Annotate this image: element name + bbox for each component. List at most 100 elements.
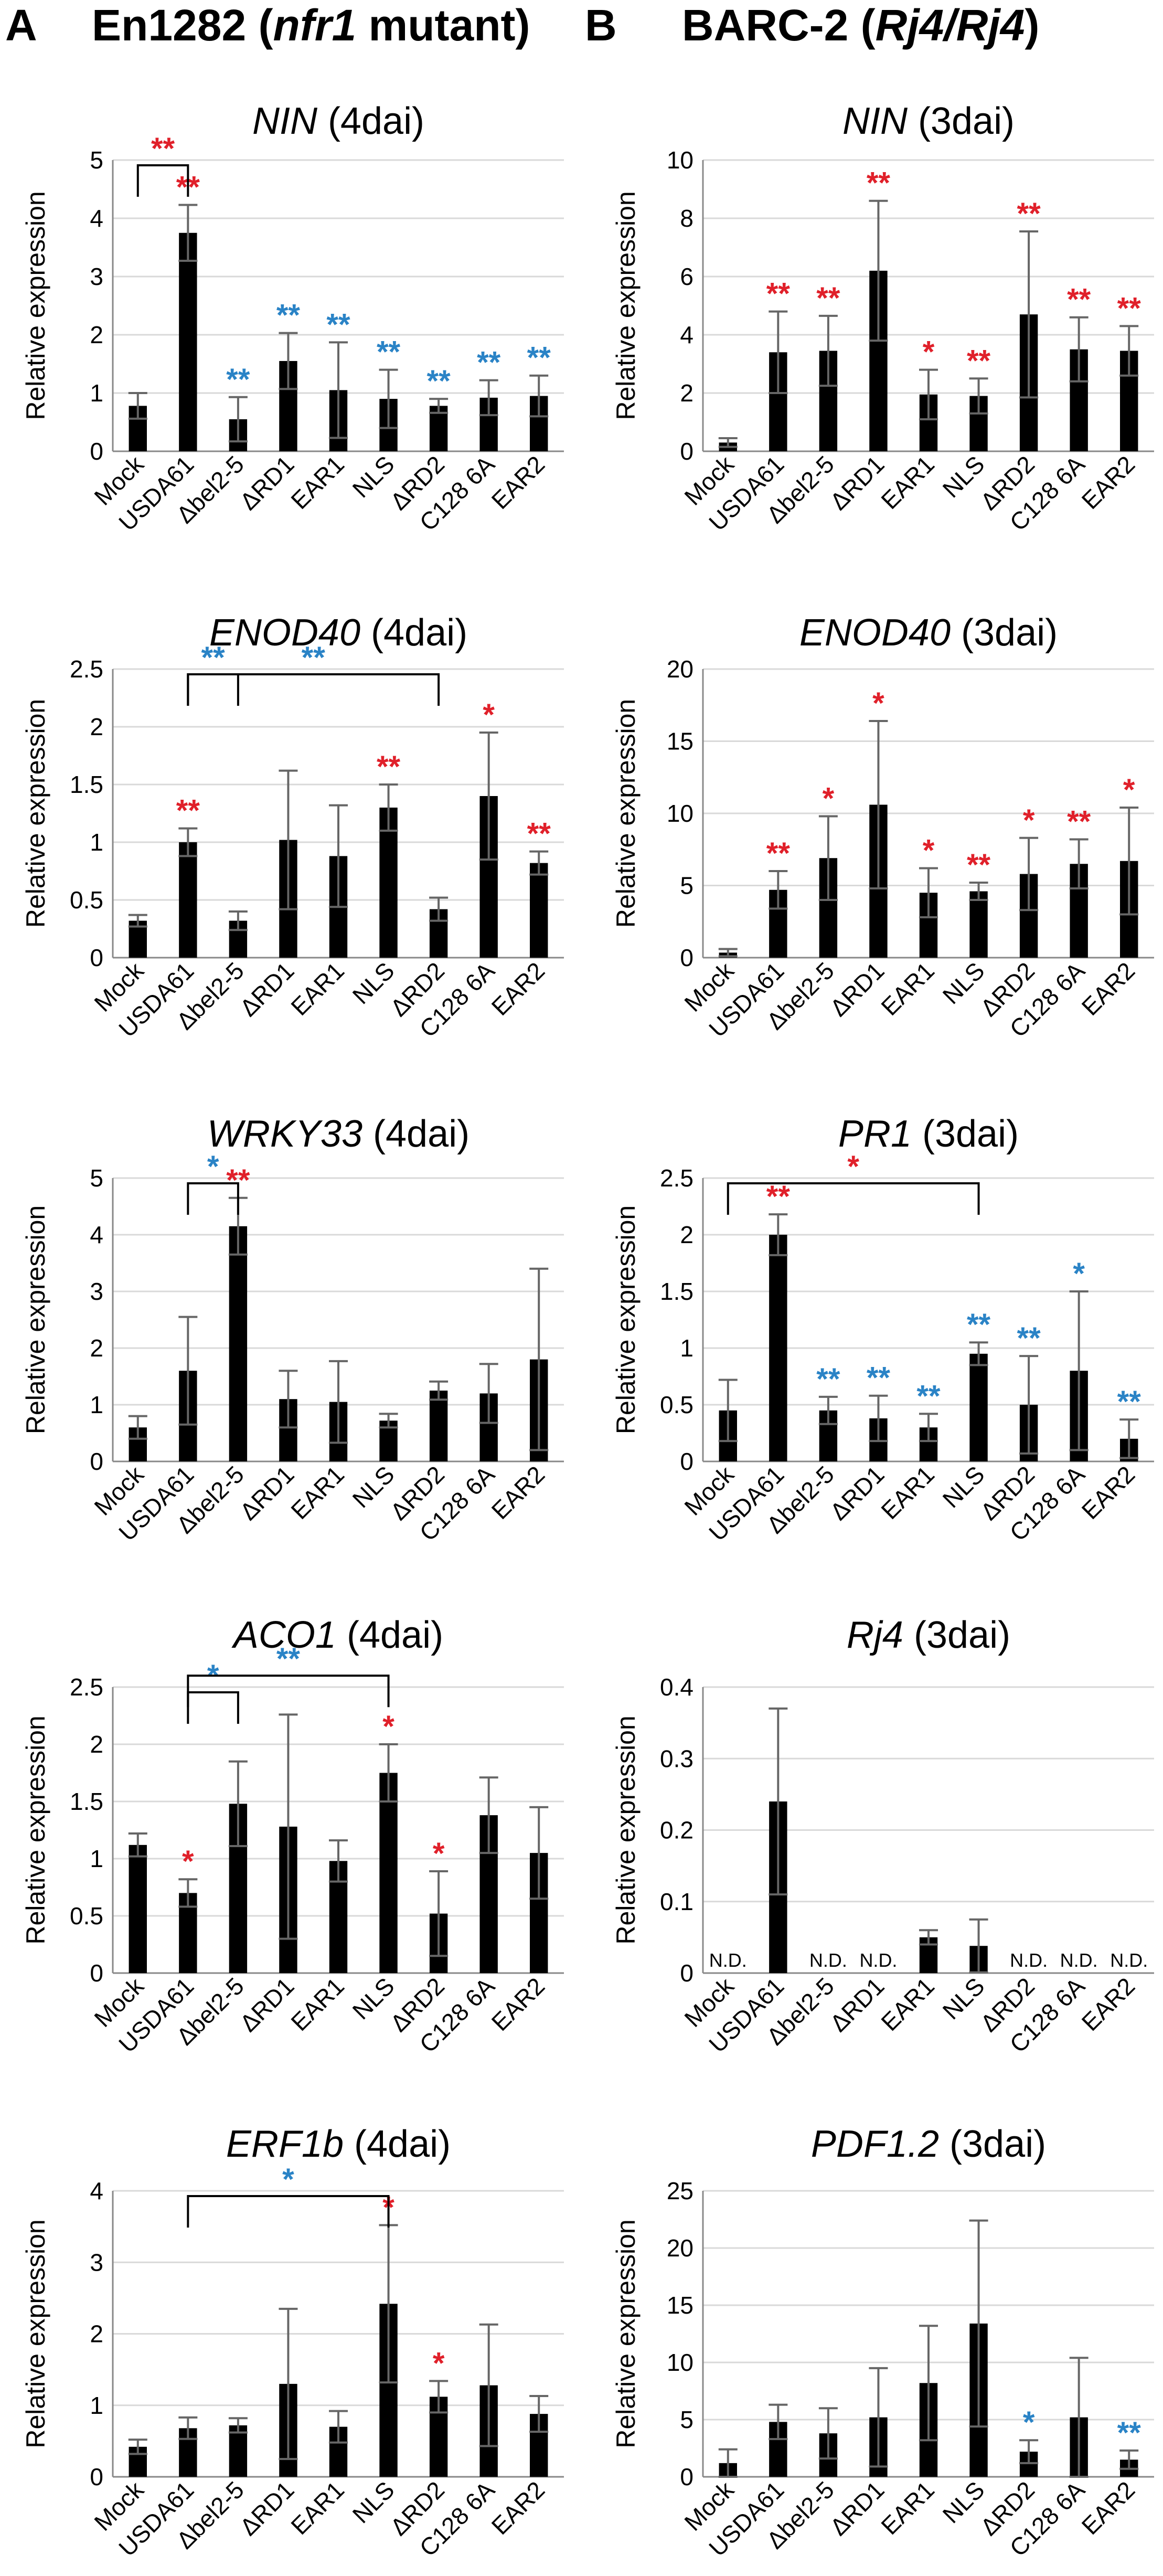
chart-b4: Rj4 (3dai) 0 0.1 0.2 0.3 0.4 Relative expressi… [611,1614,1154,2058]
x-tick-label: EAR2 [1076,957,1140,1021]
nd-label: N.D. [1010,1949,1048,1971]
x-tick-label: EAR2 [486,2476,550,2540]
significance-mark: * [1123,773,1135,807]
chart-title-condition: (3dai) [908,100,1015,142]
y-tick-label: 2 [90,713,103,740]
y-tick-label: 15 [667,728,693,755]
y-axis-label: Relative expression [611,1205,641,1434]
y-tick-label: 3 [90,263,103,290]
y-tick-label: 2 [90,2320,103,2348]
significance-mark: ** [967,848,991,882]
y-tick-label: 1 [90,829,103,856]
y-tick-label: 2.5 [70,1673,103,1701]
y-tick-label: 1 [90,379,103,407]
x-tick-label: EAR2 [1076,1972,1140,2036]
x-tick-label: ΔRD1 [234,2476,300,2541]
y-tick-label: 4 [90,2177,103,2204]
significance-mark: * [433,2346,445,2380]
x-tick-label: ΔRD1 [234,1460,300,1525]
x-tick-label: EAR1 [285,957,349,1021]
comparison-bracket [727,1182,980,1215]
significance-mark: * [1023,803,1035,838]
y-tick-label: 3 [90,1278,103,1305]
chart-title-gene: PDF1.2 [811,2123,939,2165]
y-tick-label: 5 [90,146,103,174]
y-tick-label: 4 [680,321,693,348]
chart-title-gene: ENOD40 [209,612,360,654]
panel-a-letter: A [5,1,37,50]
y-tick-label: 10 [667,2349,693,2376]
significance-mark: ** [226,363,250,397]
x-tick-label: EAR2 [486,1460,550,1524]
chart-title-condition: (3dai) [912,1113,1019,1155]
significance-mark: ** [916,1379,941,1413]
significance-mark: ** [1017,1321,1041,1355]
bracket-significance: ** [276,1642,301,1676]
nd-label: N.D. [859,1949,897,1971]
comparison-bracket [187,1674,390,1708]
panel-b-title: BARC-2 (Rj4/Rj4) [682,1,1040,50]
significance-mark: ** [766,277,791,311]
chart-title-gene: ACO1 [231,1614,336,1656]
y-tick-label: 0.4 [660,1673,693,1701]
x-tick-label: ΔRD1 [234,957,300,1022]
chart-title-condition: (4dai) [336,1614,443,1656]
chart-title: ENOD40 (3dai) [799,612,1058,654]
chart-title-gene: Rj4 [847,1614,903,1656]
significance-mark: ** [527,341,551,375]
y-tick-label: 5 [90,1164,103,1192]
nd-label: N.D. [1060,1949,1098,1971]
x-tick-label: EAR1 [876,450,940,514]
chart-title: NIN (3dai) [842,100,1015,142]
y-tick-label: 0 [680,2463,693,2490]
nd-label: N.D. [1110,1949,1148,1971]
significance-mark: ** [766,1180,791,1214]
y-tick-label: 0.3 [660,1745,693,1772]
bar [379,808,398,958]
x-tick-label: EAR2 [1076,1460,1140,1524]
bracket-significance: * [282,2162,294,2197]
y-tick-label: 10 [667,800,693,827]
y-tick-label: 4 [90,205,103,232]
comparison-bracket [187,2195,390,2228]
y-tick-label: 8 [680,205,693,232]
chart-title: Rj4 (3dai) [847,1614,1010,1656]
y-tick-label: 5 [680,2406,693,2433]
significance-mark: ** [377,750,401,784]
bar [969,891,988,958]
y-tick-label: 2 [680,379,693,407]
significance-mark: ** [1067,805,1091,839]
significance-mark: * [923,834,935,868]
comparison-bracket [187,673,440,706]
bar [379,1773,398,1973]
y-tick-label: 1.5 [70,1788,103,1815]
y-tick-label: 2 [680,1221,693,1248]
y-tick-label: 1 [90,1845,103,1872]
x-tick-label: EAR2 [486,957,550,1021]
significance-mark: ** [1117,1385,1141,1419]
y-tick-label: 1.5 [70,771,103,798]
chart-title: PDF1.2 (3dai) [811,2123,1046,2165]
significance-mark: ** [427,364,451,398]
significance-mark: ** [377,335,401,369]
y-tick-label: 2.5 [70,655,103,683]
significance-mark: * [433,1837,445,1871]
chart-title: ACO1 (4dai) [231,1614,443,1656]
x-tick-label: ΔRD1 [825,2476,890,2541]
x-tick-label: EAR1 [285,1972,349,2036]
bar [769,1235,787,1461]
significance-mark: ** [766,836,791,871]
significance-mark: * [1023,2405,1035,2440]
significance-mark: ** [816,1362,840,1396]
chart-title-condition: (4dai) [344,2123,451,2165]
chart-title: ENOD40 (4dai) [209,612,467,654]
bracket-significance: ** [151,132,175,166]
x-tick-label: ΔRD1 [825,1460,890,1525]
significance-mark: ** [1117,2416,1141,2450]
significance-mark: * [872,686,884,720]
chart-b5: PDF1.2 (3dai) 0 5 10 15 20 25 Relative expressi… [611,2123,1154,2562]
y-tick-label: 0.1 [660,1888,693,1915]
x-tick-label: EAR1 [876,1972,940,2036]
